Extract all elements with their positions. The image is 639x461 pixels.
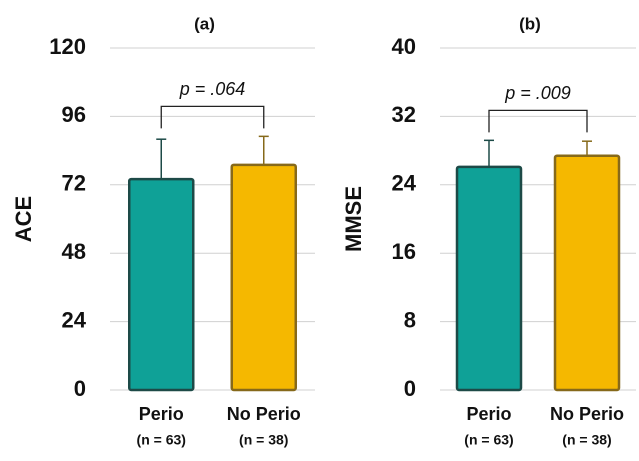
y-axis-label: ACE: [11, 196, 36, 242]
y-axis-label: MMSE: [341, 186, 366, 252]
y-tick-label: 8: [404, 307, 416, 332]
p-value-annotation: p = .064: [179, 79, 246, 99]
y-tick-label: 0: [74, 376, 86, 401]
x-tick-note: (n = 63): [464, 432, 513, 448]
y-tick-label: 16: [392, 239, 416, 264]
y-tick-label: 24: [392, 171, 417, 196]
bar: [455, 165, 523, 392]
y-tick-label: 96: [62, 102, 86, 127]
x-tick-label: No Perio: [550, 404, 624, 424]
x-tick-label: No Perio: [227, 404, 301, 424]
y-tick-label: 120: [49, 34, 86, 59]
y-tick-label: 72: [62, 171, 86, 196]
significance-bracket: [160, 105, 265, 129]
x-tick-note: (n = 38): [562, 432, 611, 448]
significance-bracket: [488, 109, 588, 133]
y-tick-label: 48: [62, 239, 86, 264]
y-tick-label: 40: [392, 34, 416, 59]
y-tick-label: 0: [404, 376, 416, 401]
panel-title: (a): [194, 14, 215, 33]
panel-title: (b): [519, 14, 541, 33]
bar: [553, 154, 621, 392]
x-tick-note: (n = 63): [137, 432, 186, 448]
x-tick-note: (n = 38): [239, 432, 288, 448]
x-tick-label: Perio: [139, 404, 184, 424]
x-tick-label: Perio: [466, 404, 511, 424]
bar: [128, 177, 195, 392]
y-tick-label: 24: [62, 307, 87, 332]
y-tick-label: 32: [392, 102, 416, 127]
bar: [230, 163, 297, 392]
p-value-annotation: p = .009: [504, 83, 571, 103]
